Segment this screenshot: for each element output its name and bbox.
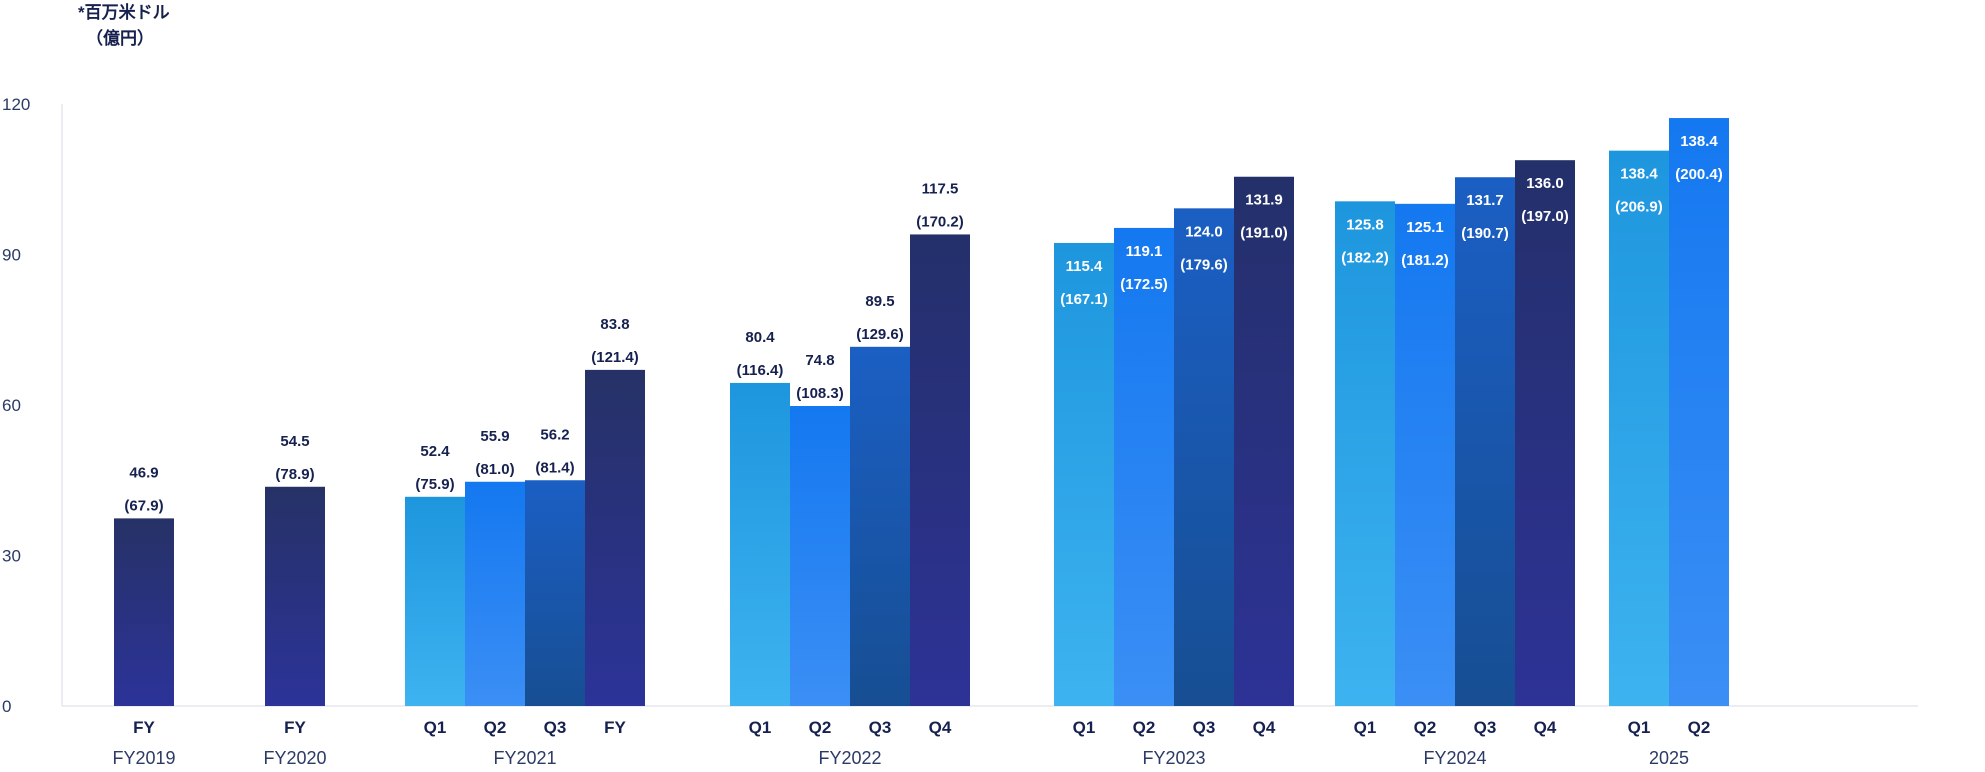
x-tick-label: FY (133, 718, 155, 737)
bar-value-sub-label: (172.5) (1120, 276, 1168, 293)
x-tick-label: Q2 (1133, 718, 1156, 737)
bar-value-label: 124.0 (1185, 223, 1223, 240)
x-group-label: FY2020 (263, 748, 326, 768)
bar-value-label: 74.8 (805, 352, 834, 369)
bar (730, 382, 790, 706)
bar (265, 486, 325, 706)
x-tick-label: Q4 (929, 718, 952, 737)
bar-value-sub-label: (81.4) (535, 459, 574, 476)
bar-value-sub-label: (191.0) (1240, 225, 1288, 242)
bar-value-label: 117.5 (922, 180, 959, 197)
x-tick-label: Q3 (1193, 718, 1216, 737)
x-group-label: FY2024 (1423, 748, 1486, 768)
bar-value-label: 138.4 (1620, 166, 1658, 183)
x-tick-label: Q2 (484, 718, 507, 737)
x-tick-label: Q4 (1534, 718, 1557, 737)
bar-value-label: 125.1 (1406, 219, 1444, 236)
bar-value-sub-label: (129.6) (856, 326, 904, 343)
bar-value-label: 56.2 (540, 426, 569, 443)
bar-value-sub-label: (167.1) (1060, 291, 1108, 308)
bar (1335, 201, 1395, 706)
bar (1609, 150, 1669, 706)
bar (1174, 208, 1234, 706)
unit-label-line2: （億円） (86, 29, 154, 48)
x-group-label: 2025 (1649, 748, 1689, 768)
bar-value-sub-label: (179.6) (1180, 256, 1228, 273)
bar-value-sub-label: (181.2) (1401, 252, 1449, 269)
bar (114, 518, 174, 706)
bar-value-sub-label: (108.3) (796, 385, 844, 402)
bar-value-label: 83.8 (600, 316, 629, 333)
bar-value-sub-label: (116.4) (737, 362, 784, 379)
bar-value-label: 125.8 (1346, 216, 1384, 233)
bar-value-label: 89.5 (865, 293, 894, 310)
bar (525, 480, 585, 706)
x-tick-label: Q1 (749, 718, 772, 737)
bar-value-sub-label: (81.0) (475, 461, 514, 478)
bar-value-label: 115.4 (1066, 258, 1103, 275)
bar-value-sub-label: (67.9) (124, 497, 163, 514)
bar (790, 406, 850, 706)
bar-value-sub-label: (75.9) (415, 476, 454, 493)
x-tick-label: Q3 (544, 718, 567, 737)
x-tick-label: Q2 (1414, 718, 1437, 737)
bar-value-label: 131.7 (1466, 192, 1504, 209)
bar-value-label: 52.4 (420, 443, 450, 460)
bar (1669, 118, 1729, 706)
y-tick-label: 0 (2, 697, 11, 716)
x-tick-label: Q1 (1628, 718, 1651, 737)
bar-value-sub-label: (170.2) (916, 213, 964, 230)
bar (1395, 203, 1455, 706)
bar (1234, 176, 1294, 706)
bar-value-label: 138.4 (1680, 133, 1718, 150)
unit-label-line1: *百万米ドル (78, 3, 170, 22)
bar-value-sub-label: (190.7) (1461, 225, 1509, 242)
bar-value-label: 80.4 (745, 329, 775, 346)
bar-value-label: 119.1 (1126, 243, 1163, 260)
bar-value-sub-label: (200.4) (1675, 166, 1723, 183)
x-tick-label: Q4 (1253, 718, 1276, 737)
y-tick-label: 120 (2, 95, 30, 114)
bar-value-label: 131.9 (1245, 192, 1283, 209)
y-tick-label: 90 (2, 246, 21, 265)
x-tick-label: Q1 (1354, 718, 1377, 737)
x-group-label: FY2021 (493, 748, 556, 768)
x-tick-label: Q2 (809, 718, 832, 737)
bar (910, 234, 970, 706)
bar (850, 346, 910, 706)
y-tick-label: 30 (2, 547, 21, 566)
bar-value-sub-label: (121.4) (591, 349, 639, 366)
bar (405, 496, 465, 706)
x-tick-label: Q1 (424, 718, 447, 737)
y-tick-label: 60 (2, 396, 21, 415)
x-group-label: FY2019 (112, 748, 175, 768)
bar (1455, 177, 1515, 706)
x-group-label: FY2023 (1142, 748, 1205, 768)
bar-value-sub-label: (182.2) (1341, 249, 1389, 266)
bar-value-sub-label: (206.9) (1615, 199, 1663, 216)
bar (465, 481, 525, 706)
bar-value-label: 136.0 (1526, 175, 1564, 192)
bar-value-sub-label: (197.0) (1521, 208, 1569, 225)
bar (1515, 160, 1575, 707)
x-group-label: FY2022 (818, 748, 881, 768)
x-tick-label: FY (284, 718, 306, 737)
x-tick-label: Q3 (1474, 718, 1497, 737)
bar-value-label: 46.9 (129, 464, 158, 481)
bar (1114, 227, 1174, 706)
bar-value-label: 54.5 (280, 433, 309, 450)
x-tick-label: FY (604, 718, 626, 737)
bar (1054, 242, 1114, 706)
x-tick-label: Q1 (1073, 718, 1096, 737)
bar-value-sub-label: (78.9) (275, 466, 314, 483)
x-tick-label: Q2 (1688, 718, 1711, 737)
unit-label: *百万米ドル （億円） (78, 0, 170, 52)
bar (585, 369, 645, 706)
bar-value-label: 55.9 (480, 428, 509, 445)
x-tick-label: Q3 (869, 718, 892, 737)
